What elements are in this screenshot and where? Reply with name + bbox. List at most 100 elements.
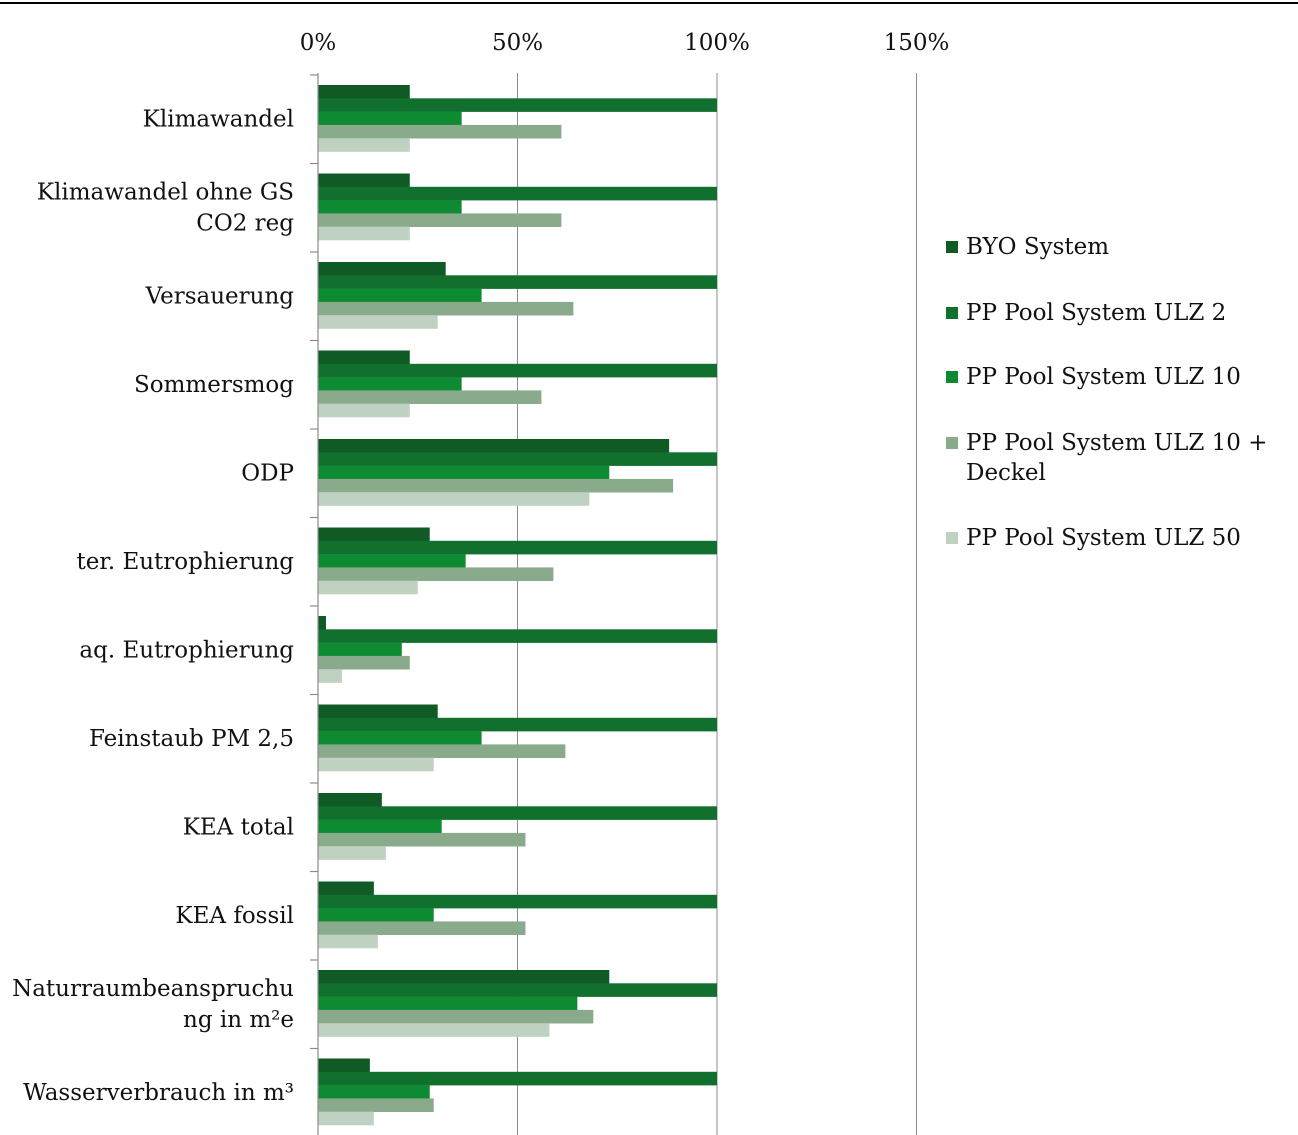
bar [318,983,717,997]
legend-item: PP Pool System ULZ 10 [946,362,1241,392]
legend-label: PP Pool System ULZ 10 [966,364,1241,390]
bar [318,894,717,909]
bar [318,540,717,555]
legend-item: PP Pool System ULZ 10 + Deckel [946,428,1268,488]
legend-item: BYO System [946,232,1109,262]
x-tick-labels: 0% 50% 100% 150% [300,30,950,56]
bar [318,390,542,404]
bar [318,1058,370,1073]
bar [318,226,410,241]
bar [318,744,566,758]
bar [318,793,382,807]
legend-swatch [946,532,958,544]
bar [318,846,386,860]
bar [318,377,462,391]
category-label: Wasserverbrauch in m³ [23,1080,294,1106]
legend-label: Deckel [966,460,1046,486]
bar [318,1071,717,1086]
bar [318,403,410,418]
bar [318,315,438,329]
x-tick-label: 100% [684,30,750,56]
legend-label: BYO System [966,234,1110,260]
bar [318,832,526,847]
category-label: KEA fossil [175,903,294,929]
top-rule [0,2,1298,4]
bar [318,1085,430,1099]
bar [318,704,438,719]
bar [318,173,410,188]
category-label: aq. Eutrophierung [79,637,294,663]
bar [318,580,418,595]
category-label: KEA total [183,814,294,840]
category-label: Klimawandel [143,106,294,132]
bar [318,669,342,683]
bar [318,996,578,1011]
bar [318,921,526,935]
category-axis [310,73,319,1135]
bar [318,275,717,289]
legend-swatch [946,437,958,449]
legend-swatch [946,241,958,253]
bar [318,363,717,378]
bar [318,288,482,303]
category-label: Feinstaub PM 2,5 [89,726,294,752]
bar [318,757,434,772]
bar [318,301,574,316]
category-label: Versauerung [145,283,295,309]
bar [318,492,590,506]
bar [318,186,717,201]
category-label: ODP [241,460,294,486]
legend-item: PP Pool System ULZ 50 [946,523,1241,553]
legend-label: PP Pool System ULZ 2 [966,300,1227,326]
legend-label: PP Pool System ULZ 10 + [966,430,1268,456]
bar [318,717,717,732]
bar [318,439,670,453]
bar [318,806,717,820]
bar [318,465,610,480]
bar [318,138,410,152]
category-label: Klimawandel ohne GS [37,179,294,205]
bar [318,111,462,126]
legend-label: PP Pool System ULZ 50 [966,525,1241,551]
category-label: CO2 reg [196,210,294,236]
bar [318,350,410,365]
bar [318,527,430,542]
bar [318,970,610,984]
legend-swatch [946,307,958,319]
bar [318,124,562,139]
category-label: Naturraumbeanspruchu [12,976,294,1002]
bar [318,200,462,214]
bar [318,642,402,657]
x-tick-label: 150% [884,30,950,56]
x-tick-label: 0% [300,30,337,56]
bars [318,85,717,1126]
x-tick-label: 50% [492,30,543,56]
category-label: ter. Eutrophierung [77,549,295,575]
category-label: Sommersmog [134,372,294,398]
bar [318,655,410,670]
bar [318,452,717,466]
bar [318,1009,594,1024]
category-labels: Klimawandel Klimawandel ohne GS CO2 reg Ver… [12,106,294,1106]
bar [318,262,446,276]
bar [318,213,562,227]
bar [318,1111,374,1126]
bar [318,478,674,493]
bar [318,567,554,581]
category-label: ng in m²e [183,1007,294,1033]
bar [318,85,410,99]
bar [318,881,374,896]
bar [318,819,442,834]
bar [318,616,326,630]
bar [318,554,466,568]
legend-item: PP Pool System ULZ 2 [946,298,1226,328]
bar [318,98,717,112]
bar [318,731,482,745]
legend-swatch [946,371,958,383]
gridlines [517,73,917,1135]
bar [318,934,378,949]
bar [318,1098,434,1112]
bar [318,629,717,643]
bar [318,1023,550,1037]
